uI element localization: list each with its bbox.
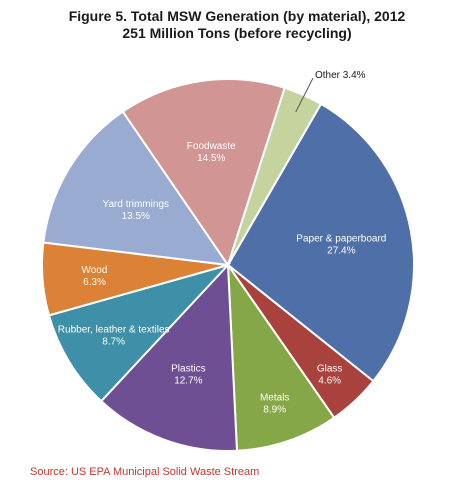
slice-label-rubber-leather-textiles: Rubber, leather & textiles 8.7% (58, 325, 170, 348)
slice-label-other: Other 3.4% (315, 70, 366, 81)
pie-slice-rubber-leather-textiles (47, 263, 232, 403)
slice-name-paper-paperboard: Paper & paperboard (296, 234, 386, 245)
slice-value-paper-paperboard: 27.4% (327, 246, 355, 257)
pie-slice-food-waste (121, 78, 286, 268)
slice-value-food-waste: 14.5% (197, 153, 225, 164)
pie-slice-other (227, 86, 323, 266)
slice-name-yard-trimmings: Yard trimmings (103, 199, 170, 210)
pie-slice-plastics (99, 262, 239, 452)
slice-label-yard-trimmings: Yard trimmings 13.5% (103, 199, 170, 222)
slice-label-plastics: Plastics 12.7% (171, 363, 205, 386)
source-note: Source: US EPA Municipal Solid Waste Str… (30, 466, 260, 478)
leader-line-other (295, 77, 314, 113)
slice-label-wood: Wood 6.3% (81, 265, 107, 288)
slice-label-glass: Glass 4.6% (317, 364, 343, 387)
pie-slices (41, 78, 415, 452)
slice-label-food-waste: Foodwaste 14.5% (187, 141, 236, 164)
slice-label-metals: Metals 8.9% (260, 392, 289, 415)
slice-name-metals: Metals (260, 392, 289, 403)
slice-value-rubber-leather-textiles: 8.7% (102, 337, 125, 348)
pie-labels: Paper & paperboard 27.4%Glass 4.6%Metals 8.… (58, 70, 387, 415)
pie-slice-metals (226, 261, 336, 452)
slice-name-plastics: Plastics (171, 363, 205, 374)
slice-name-glass: Glass (317, 364, 343, 375)
slice-value-plastics: 12.7% (174, 375, 202, 386)
chart-title: Figure 5. Total MSW Generation (by mater… (68, 8, 406, 24)
chart-title-block: Figure 5. Total MSW Generation (by mater… (0, 8, 474, 42)
pie-slice-yard-trimmings (42, 110, 231, 267)
slice-name-rubber-leather-textiles: Rubber, leather & textiles (58, 325, 170, 336)
pie-slice-paper-paperboard (226, 102, 415, 383)
slice-name-wood: Wood (81, 265, 107, 276)
slice-value-yard-trimmings: 13.5% (122, 211, 150, 222)
slice-value-metals: 8.9% (263, 404, 286, 415)
slice-name-food-waste: Foodwaste (187, 141, 236, 152)
slice-label-paper-paperboard: Paper & paperboard 27.4% (296, 234, 386, 257)
slice-value-glass: 4.6% (318, 376, 341, 387)
chart-subtitle: 251 Million Tons (before recycling) (122, 25, 352, 41)
slice-value-wood: 6.3% (83, 277, 106, 288)
